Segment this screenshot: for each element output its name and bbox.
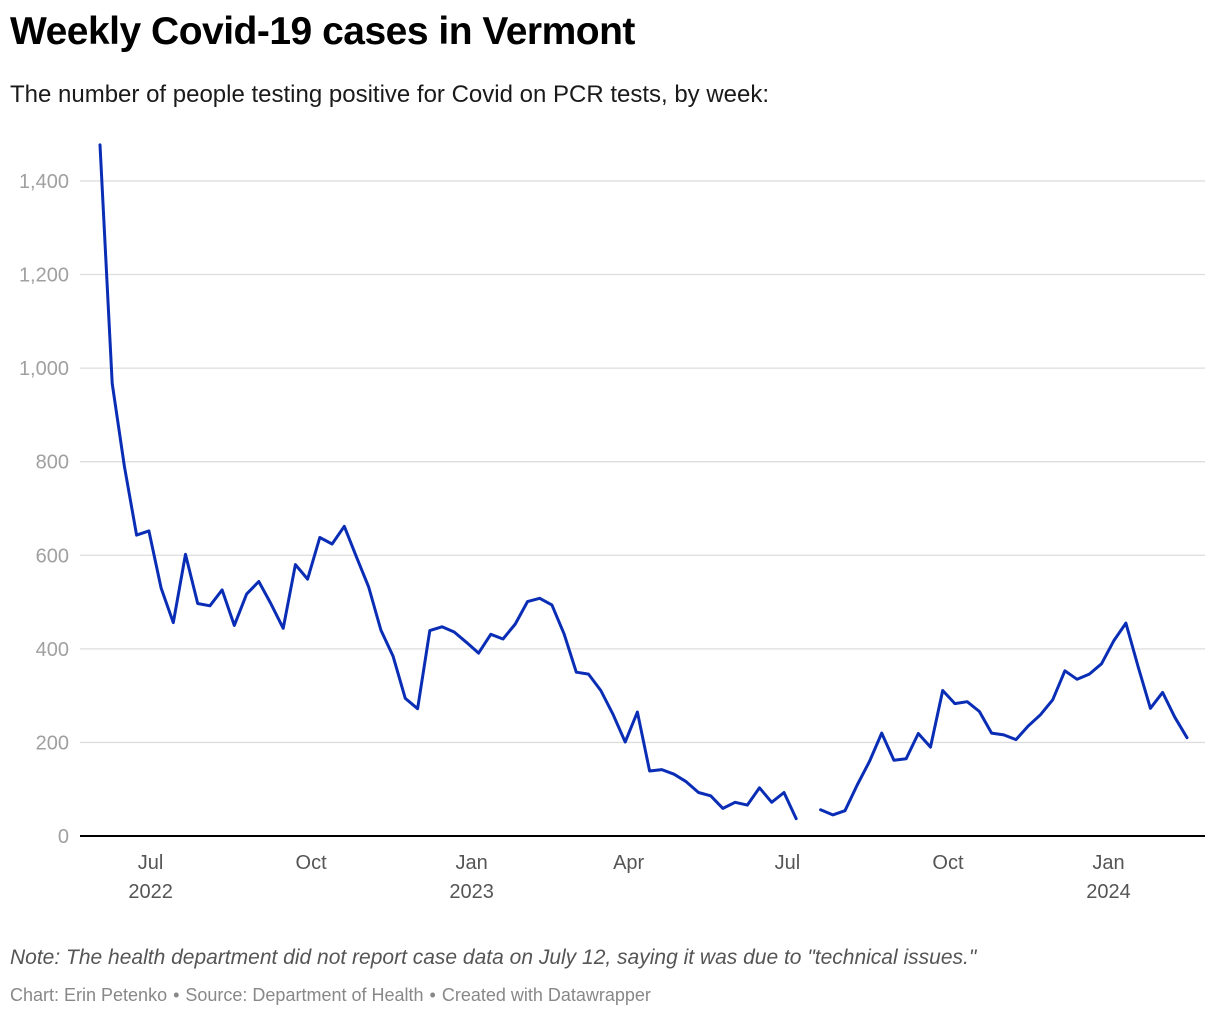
series-lines bbox=[98, 143, 1189, 821]
y-axis-ticks: 0 200 400 600 800 1,000 1,200 1,400 bbox=[19, 171, 69, 848]
x-tick-year-label: 2024 bbox=[1086, 881, 1131, 903]
tool-credit: Created with Datawrapper bbox=[441, 985, 651, 1005]
separator: • bbox=[173, 985, 180, 1005]
credit: Chart: Erin Petenko bbox=[10, 985, 168, 1005]
x-tick-label: Jul bbox=[775, 852, 801, 874]
y-tick-label: 600 bbox=[36, 545, 69, 567]
source: Source: Department of Health bbox=[185, 985, 424, 1005]
x-tick-year-label: 2022 bbox=[128, 881, 173, 903]
x-axis-ticks: Jul 2022 Oct Jan 2023 Apr Jul Oct Jan 2024 bbox=[128, 852, 1130, 903]
byline: Chart: Erin Petenko • Source: Department o… bbox=[10, 985, 651, 1006]
series-line-segment-1 bbox=[98, 143, 798, 821]
x-tick-label: Apr bbox=[613, 852, 644, 874]
y-tick-label: 0 bbox=[58, 826, 69, 848]
y-gridlines bbox=[80, 180, 1205, 744]
y-tick-label: 400 bbox=[36, 639, 69, 661]
y-tick-label: 1,200 bbox=[19, 265, 69, 287]
x-tick-label: Oct bbox=[932, 852, 964, 874]
x-tick-year-label: 2023 bbox=[449, 881, 494, 903]
x-tick-label: Jul bbox=[138, 852, 164, 874]
x-tick-label: Jan bbox=[456, 852, 488, 874]
series-line-segment-2 bbox=[819, 621, 1189, 817]
x-tick-label: Jan bbox=[1092, 852, 1124, 874]
chart-subtitle: The number of people testing positive fo… bbox=[10, 81, 770, 108]
y-tick-label: 800 bbox=[36, 452, 69, 474]
chart-title: Weekly Covid-19 cases in Vermont bbox=[10, 10, 635, 53]
footnote: Note: The health department did not repo… bbox=[10, 946, 977, 969]
y-tick-label: 200 bbox=[36, 732, 69, 754]
y-tick-label: 1,400 bbox=[19, 171, 69, 193]
x-tick-label: Oct bbox=[296, 852, 328, 874]
separator: • bbox=[429, 985, 436, 1005]
y-tick-label: 1,000 bbox=[19, 358, 69, 380]
